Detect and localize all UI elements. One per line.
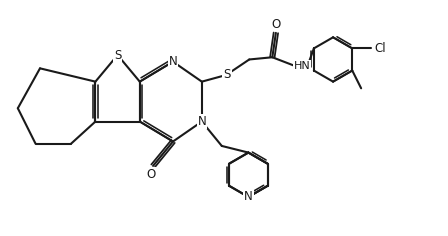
Text: N: N (244, 190, 253, 203)
Text: O: O (271, 17, 280, 30)
Text: S: S (114, 49, 121, 62)
Text: O: O (146, 168, 155, 181)
Text: S: S (224, 67, 231, 81)
Text: N: N (168, 55, 177, 68)
Text: HN: HN (293, 61, 310, 71)
Text: Cl: Cl (374, 42, 386, 55)
Text: N: N (198, 115, 206, 128)
